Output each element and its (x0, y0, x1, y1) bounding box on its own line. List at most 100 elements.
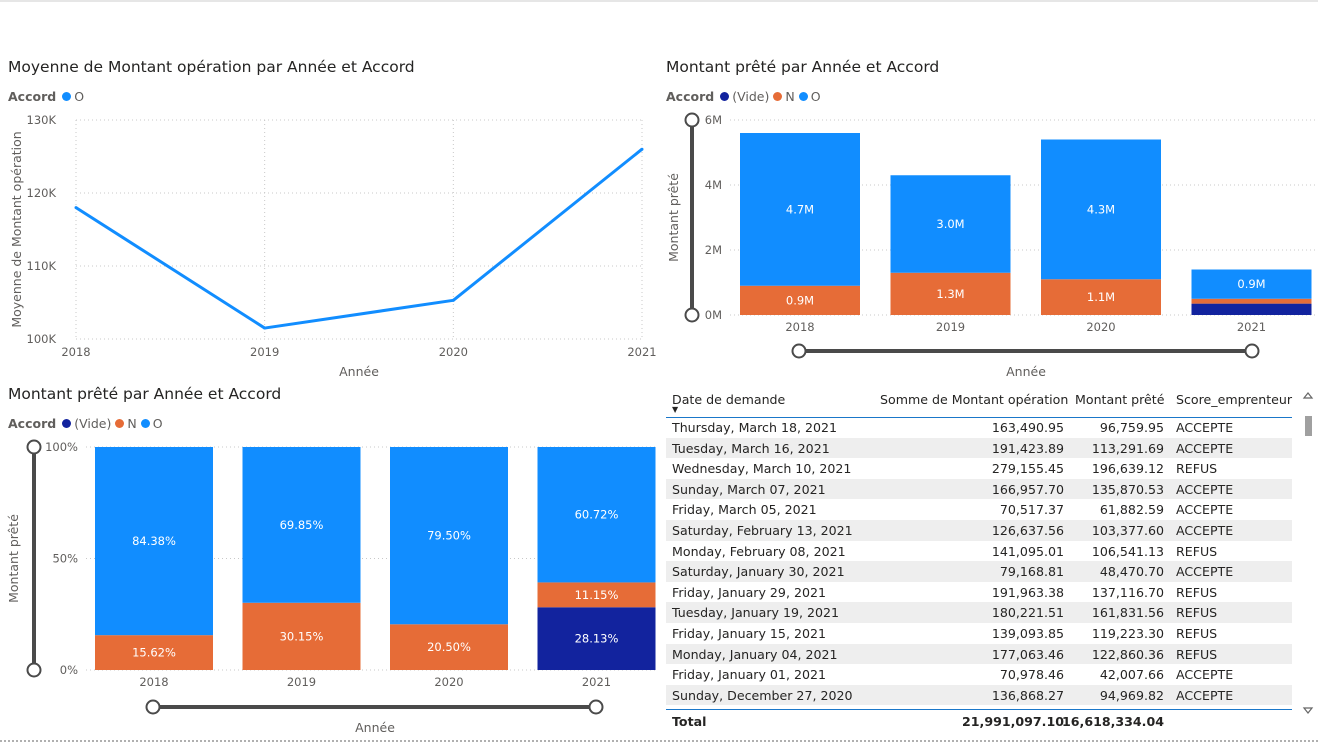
cell-date: Monday, February 08, 2021 (672, 544, 846, 559)
data-label: 4.7M (786, 202, 814, 216)
cell-montant-prete: 137,116.70 (1092, 585, 1164, 600)
cell-montant-operation: 139,093.85 (992, 626, 1064, 641)
x-tick-label: 2020 (1086, 320, 1115, 334)
percent-bar-chart: 0% 50% 100% 15.62% 84.38% 2018 30.15% 69.85% 201… (0, 385, 660, 740)
table-row[interactable]: Monday, January 04, 2021 177,063.46 122,86… (666, 644, 1292, 665)
cell-date: Friday, March 05, 2021 (672, 502, 817, 517)
data-label: 1.3M (936, 287, 964, 301)
x-axis-title: Année (339, 364, 379, 379)
scroll-down-icon (1304, 708, 1312, 713)
cell-score: REFUS (1176, 585, 1217, 600)
cell-date: Wednesday, March 10, 2021 (672, 461, 851, 476)
y-tick-label: 100K (27, 332, 57, 346)
data-table[interactable]: Date de demande ▼ Somme de Montant opéra… (666, 385, 1294, 735)
cell-montant-operation: 70,978.46 (1000, 667, 1064, 682)
x-tick-label: 2019 (287, 675, 316, 689)
cell-montant-operation: 191,423.89 (992, 441, 1064, 456)
x-tick-label: 2018 (139, 675, 168, 689)
x-tick-label: 2019 (250, 345, 279, 359)
cell-date: Friday, January 15, 2021 (672, 626, 826, 641)
cell-score: ACCEPTE (1176, 502, 1233, 517)
cell-score: ACCEPTE (1176, 482, 1233, 497)
bar-n-2021 (1192, 299, 1312, 304)
x-tick-label: 2019 (936, 320, 965, 334)
y-tick-label: 100% (45, 440, 78, 454)
cell-date: Friday, January 01, 2021 (672, 667, 826, 682)
table-row[interactable]: Tuesday, March 16, 2021 191,423.89 113,291… (666, 438, 1292, 459)
zoom-slider-x-handle-right (590, 701, 603, 714)
cell-montant-prete: 106,541.13 (1092, 544, 1164, 559)
cell-montant-prete: 103,377.60 (1092, 523, 1164, 538)
zoom-slider-y-handle-bottom (686, 309, 699, 322)
cell-montant-prete: 196,639.12 (1092, 461, 1164, 476)
cell-montant-operation: 279,155.45 (992, 461, 1064, 476)
y-tick-label: 6M (705, 113, 722, 127)
table-row[interactable]: Saturday, January 30, 2021 79,168.81 48,47… (666, 561, 1292, 582)
scroll-thumb (1305, 416, 1312, 436)
series-line-o (76, 149, 642, 328)
y-tick-label: 0M (705, 308, 722, 322)
cell-montant-prete: 96,759.95 (1100, 420, 1164, 435)
cell-score: ACCEPTE (1176, 667, 1233, 682)
cell-montant-operation: 163,490.95 (992, 420, 1064, 435)
cell-montant-operation: 191,963.38 (992, 585, 1064, 600)
data-label: 11.15% (575, 588, 619, 602)
cell-score: ACCEPTE (1176, 688, 1233, 703)
cell-date: Saturday, January 30, 2021 (672, 564, 845, 579)
column-header-score[interactable]: Score_emprenteur (1176, 392, 1292, 407)
table-row[interactable]: Thursday, March 18, 2021 163,490.95 96,759… (666, 417, 1292, 438)
y-tick-label: 0% (60, 663, 78, 677)
cell-montant-operation: 79,168.81 (1000, 564, 1064, 579)
cell-score: ACCEPTE (1176, 523, 1233, 538)
cell-score: ACCEPTE (1176, 420, 1233, 435)
data-label: 69.85% (280, 518, 324, 532)
y-axis-title: Montant prêté (6, 514, 21, 603)
table-row[interactable]: Wednesday, March 10, 2021 279,155.45 196,6… (666, 458, 1292, 479)
y-tick-label: 110K (27, 259, 57, 273)
table-row[interactable]: Friday, January 01, 2021 70,978.46 42,007.… (666, 664, 1292, 685)
cell-montant-prete: 48,470.70 (1100, 564, 1164, 579)
data-label: 4.3M (1087, 202, 1115, 216)
cell-date: Tuesday, March 16, 2021 (672, 441, 830, 456)
total-label: Total (672, 714, 706, 729)
cell-montant-prete: 161,831.56 (1092, 605, 1164, 620)
total-montant-prete: 16,618,334.04 (1062, 714, 1164, 729)
table-row[interactable]: Sunday, December 27, 2020 136,868.27 94,96… (666, 685, 1292, 706)
data-label: 79.50% (427, 529, 471, 543)
table-row[interactable]: Monday, February 08, 2021 141,095.01 106,5… (666, 541, 1292, 562)
data-label: 1.1M (1087, 290, 1115, 304)
table-header: Date de demande ▼ Somme de Montant opéra… (666, 385, 1292, 418)
column-header-date[interactable]: Date de demande (672, 392, 785, 407)
cell-date: Tuesday, January 19, 2021 (672, 605, 839, 620)
cell-montant-prete: 61,882.59 (1100, 502, 1164, 517)
data-label: 0.9M (1237, 277, 1265, 291)
sort-down-icon[interactable]: ▼ (672, 405, 678, 414)
y-tick-label: 120K (27, 186, 57, 200)
table-row[interactable]: Saturday, February 13, 2021 126,637.56 103… (666, 520, 1292, 541)
table-row[interactable]: Tuesday, January 19, 2021 180,221.51 161,8… (666, 602, 1292, 623)
table-row[interactable]: Wednesday, December 16, 2020182,385.5314… (666, 705, 1292, 707)
table-scrollbar[interactable] (1302, 390, 1314, 720)
column-header-montant-prete[interactable]: Montant prêté (1075, 392, 1164, 407)
x-tick-label: 2018 (61, 345, 90, 359)
zoom-slider-y-handle-top (686, 114, 699, 127)
total-montant-operation: 21,991,097.10 (962, 714, 1064, 729)
cell-score: REFUS (1176, 647, 1217, 662)
cell-montant-operation: 126,637.56 (992, 523, 1064, 538)
table-row[interactable]: Friday, January 15, 2021 139,093.85 119,22… (666, 623, 1292, 644)
bottom-border (0, 740, 1318, 742)
data-label: 84.38% (132, 534, 176, 548)
cell-montant-prete: 42,007.66 (1100, 667, 1164, 682)
cell-montant-prete: 113,291.69 (1092, 441, 1164, 456)
cell-montant-prete: 94,969.82 (1100, 688, 1164, 703)
cell-montant-operation: 136,868.27 (992, 688, 1064, 703)
x-axis-title: Année (355, 720, 395, 735)
table-row[interactable]: Friday, January 29, 2021 191,963.38 137,11… (666, 582, 1292, 603)
table-row[interactable]: Friday, March 05, 2021 70,517.37 61,882.59… (666, 499, 1292, 520)
cell-montant-operation: 177,063.46 (992, 647, 1064, 662)
column-header-montant-operation[interactable]: Somme de Montant opération (880, 392, 1068, 407)
cell-date: Friday, January 29, 2021 (672, 585, 826, 600)
table-row[interactable]: Sunday, March 07, 2021 166,957.70 135,870.… (666, 479, 1292, 500)
cell-score: ACCEPTE (1176, 441, 1233, 456)
y-axis-title: Moyenne de Montant opération (9, 131, 24, 327)
